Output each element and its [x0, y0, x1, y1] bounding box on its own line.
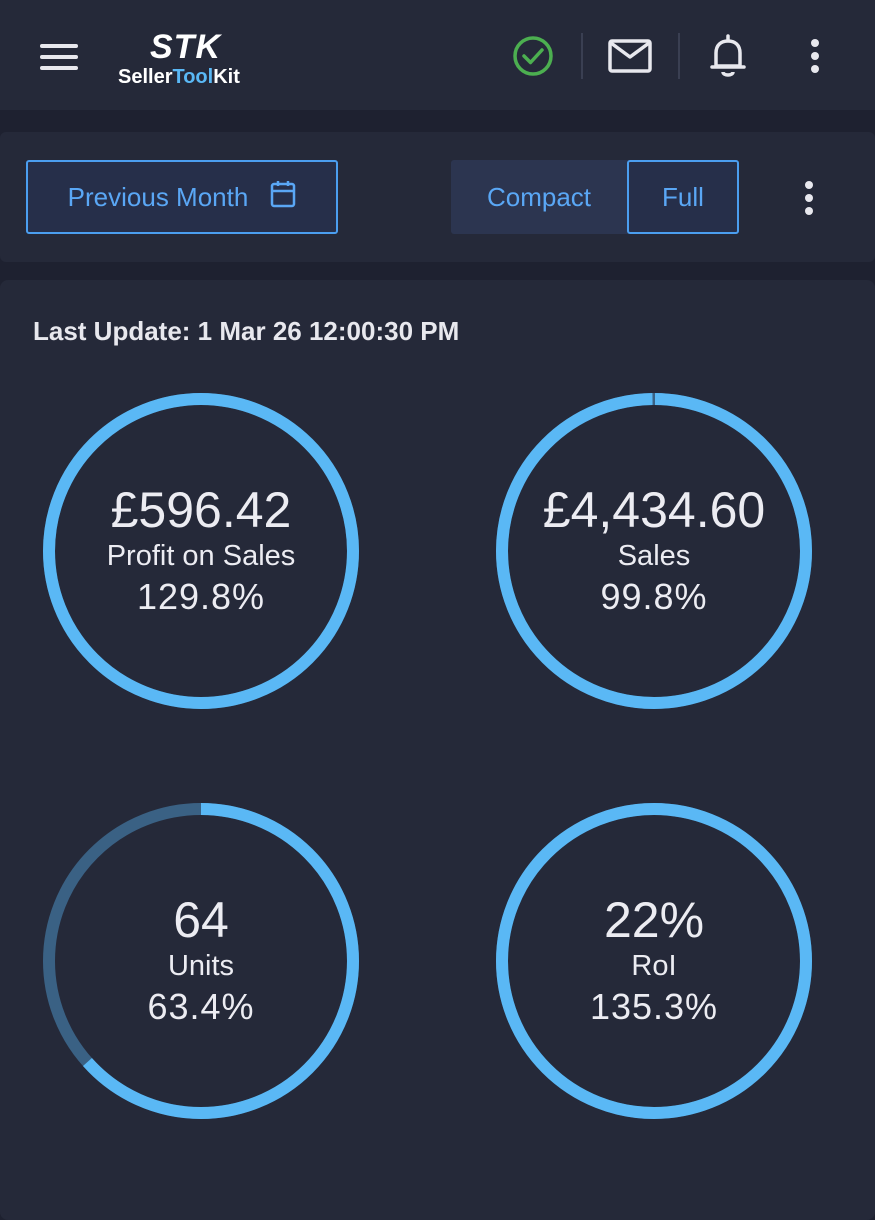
roi-gauge[interactable]: 22% RoI 135.3% — [494, 801, 814, 1121]
header-divider — [678, 33, 680, 79]
metric-percent: 63.4% — [147, 986, 255, 1027]
units-gauge[interactable]: 64 Units 63.4% — [41, 801, 361, 1121]
filter-toolbar: Previous Month Compact Full — [0, 132, 875, 262]
metric-label: Units — [167, 950, 235, 982]
logo-text: SellerToolKit — [118, 66, 240, 88]
header-divider — [581, 33, 583, 79]
menu-icon[interactable] — [40, 44, 78, 70]
app-header: STK SellerToolKit — [0, 0, 875, 110]
profit-gauge[interactable]: £596.42 Profit on Sales 129.8% — [41, 391, 361, 711]
last-update-text: Last Update: 1 Mar 26 12:00:30 PM — [33, 316, 460, 346]
units-ring — [43, 803, 359, 1119]
metric-label: RoI — [631, 950, 677, 982]
logo-mark: STK — [150, 28, 221, 66]
metric-label: Profit on Sales — [106, 540, 296, 572]
full-view-button[interactable]: Full — [627, 160, 739, 234]
gauge-progress — [496, 803, 812, 1119]
metric-percent: 135.3% — [589, 986, 719, 1027]
mail-icon[interactable] — [608, 32, 652, 80]
bell-icon[interactable] — [706, 32, 750, 80]
metrics-panel: Last Update: 1 Mar 26 12:00:30 PM £596.4… — [0, 280, 875, 1220]
gauge-progress — [43, 803, 359, 1119]
check-circle-icon[interactable] — [511, 32, 555, 80]
compact-view-button[interactable]: Compact — [486, 181, 592, 212]
metric-label: Sales — [617, 540, 691, 572]
metric-value: £596.42 — [110, 482, 292, 538]
metric-value: 22% — [603, 892, 705, 948]
period-label: Previous Month — [67, 181, 249, 212]
metric-percent: 129.8% — [136, 576, 266, 617]
calendar-icon — [270, 180, 296, 215]
more-vertical-icon[interactable] — [794, 180, 824, 216]
view-mode-toggle: Compact Full — [451, 160, 739, 234]
metric-percent: 99.8% — [600, 576, 708, 617]
metric-value: £4,434.60 — [542, 482, 766, 538]
sales-gauge[interactable]: £4,434.60 Sales 99.8% — [494, 391, 814, 711]
gauge-progress — [43, 393, 359, 709]
sales-ring — [496, 393, 812, 709]
roi-ring — [496, 803, 812, 1119]
app-logo[interactable]: STK SellerToolKit — [118, 28, 253, 88]
period-selector-button[interactable]: Previous Month — [26, 160, 338, 234]
metric-value: 64 — [173, 892, 229, 948]
profit-ring — [43, 393, 359, 709]
more-vertical-icon[interactable] — [793, 32, 837, 80]
